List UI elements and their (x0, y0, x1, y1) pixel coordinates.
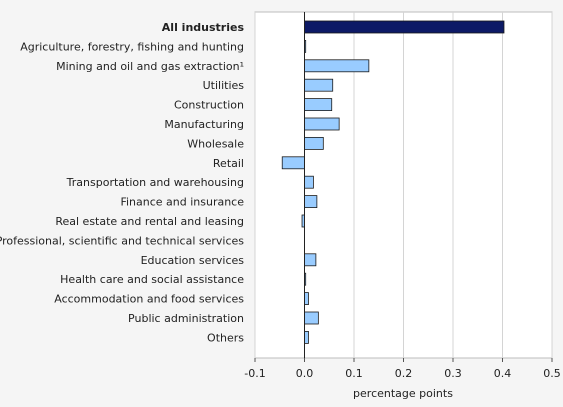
category-label: Education services (141, 254, 245, 267)
x-tick-label: 0.5 (543, 367, 561, 380)
category-label: Accommodation and food services (54, 293, 244, 306)
x-tick-label: 0.3 (444, 367, 462, 380)
category-label: Real estate and rental and leasing (55, 215, 244, 228)
category-label: Utilities (203, 79, 245, 92)
bar (304, 20, 505, 34)
bar (304, 117, 340, 131)
category-label: Construction (174, 99, 244, 112)
category-label: Health care and social assistance (60, 273, 244, 286)
x-tick-label: -0.1 (244, 367, 265, 380)
bar (304, 59, 370, 73)
bar (304, 195, 318, 209)
bar (304, 330, 309, 344)
category-label: All industries (162, 21, 245, 34)
bar (304, 78, 334, 92)
category-label: Mining and oil and gas extraction¹ (56, 60, 244, 73)
bar (304, 253, 317, 267)
x-tick-label: 0.4 (494, 367, 512, 380)
category-label: Manufacturing (164, 118, 244, 131)
x-tick-label: 0.2 (395, 367, 413, 380)
category-labels: All industries Agriculture, forestry, fis… (0, 21, 244, 344)
category-label: Professional, scientific and technical s… (0, 234, 244, 247)
category-label: Public administration (128, 312, 244, 325)
category-label: Agriculture, forestry, fishing and hunti… (20, 40, 244, 53)
x-axis-ticks: -0.1 0.0 0.1 0.2 0.3 0.4 0.5 (244, 358, 561, 380)
bar (304, 136, 324, 150)
bar (304, 175, 314, 189)
x-tick-label: 0.0 (296, 367, 314, 380)
bar (304, 311, 319, 325)
bar (304, 98, 333, 111)
category-label: Transportation and warehousing (66, 176, 244, 189)
bar (281, 156, 305, 170)
bar (304, 292, 309, 306)
category-label: Finance and insurance (120, 196, 244, 209)
category-label: Wholesale (187, 137, 244, 150)
category-label: Others (207, 331, 244, 344)
x-tick-label: 0.1 (345, 367, 363, 380)
category-label: Retail (213, 157, 244, 170)
x-axis-title: percentage points (353, 387, 453, 400)
